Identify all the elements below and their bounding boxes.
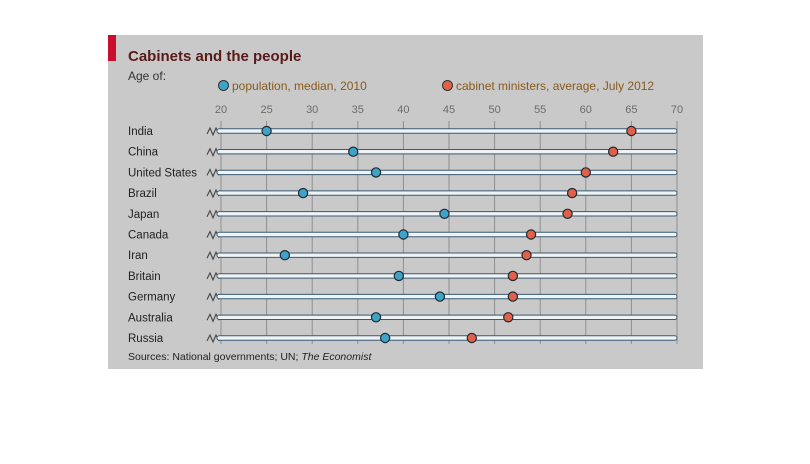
row-track-iran bbox=[216, 252, 678, 258]
row-label-russia: Russia bbox=[128, 333, 164, 345]
accent-bar bbox=[108, 35, 116, 61]
population-dot-germany bbox=[434, 291, 446, 302]
population-dot-russia bbox=[379, 332, 391, 344]
x-tick-label-35: 35 bbox=[352, 104, 364, 116]
row-label-iran: Iran bbox=[128, 250, 148, 262]
legend-label-population: population, median, 2010 bbox=[232, 79, 367, 93]
cabinet-dot-united-states bbox=[580, 167, 591, 178]
row-track-united-states bbox=[216, 169, 678, 176]
row-track-australia bbox=[216, 314, 678, 321]
row-track-britain bbox=[216, 273, 678, 279]
chart-title: Cabinets and the people bbox=[128, 48, 302, 65]
row-track-china bbox=[216, 149, 678, 155]
x-tick-label-40: 40 bbox=[397, 104, 409, 116]
cabinet-dot-brazil bbox=[566, 187, 578, 199]
x-tick-label-55: 55 bbox=[534, 104, 546, 116]
row-track-canada bbox=[216, 231, 678, 238]
population-dot-india bbox=[261, 125, 272, 137]
row-track-brazil bbox=[216, 190, 678, 196]
cabinet-dot-china bbox=[607, 146, 619, 157]
population-dot-china bbox=[348, 146, 359, 157]
x-tick-label-50: 50 bbox=[488, 104, 500, 116]
row-track-india bbox=[216, 128, 678, 134]
chart-figure: Cabinets and the people Age of: populati… bbox=[108, 35, 703, 369]
population-dot-australia bbox=[370, 312, 382, 323]
legend-swatch-population bbox=[218, 80, 229, 91]
plot-area: 20 25 30 35 40 45 50 55 60 65 70 India China United S… bbox=[128, 104, 683, 345]
chart-subtitle: Age of: bbox=[128, 69, 167, 83]
row-label-united-states: United States bbox=[128, 167, 197, 179]
population-dot-brazil bbox=[297, 187, 309, 199]
cabinet-dot-germany bbox=[507, 291, 519, 302]
cabinet-dot-russia bbox=[466, 332, 477, 344]
legend-item-cabinet: cabinet ministers, average, July 2012 bbox=[442, 79, 654, 93]
x-tick-label-30: 30 bbox=[306, 104, 318, 116]
x-tick-label-20: 20 bbox=[215, 104, 227, 116]
population-dot-britain bbox=[393, 270, 405, 282]
row-label-germany: Germany bbox=[128, 292, 176, 304]
row-label-brazil: Brazil bbox=[128, 188, 157, 200]
source-publication: The Economist bbox=[301, 351, 372, 363]
source-note: Sources: National governments; UN; The E… bbox=[128, 351, 371, 363]
row-track-germany bbox=[216, 293, 678, 300]
cabinet-dot-iran bbox=[521, 249, 532, 261]
cabinet-dot-australia bbox=[503, 312, 514, 323]
source-text: Sources: National governments; UN; bbox=[128, 351, 302, 363]
cabinet-dot-britain bbox=[507, 270, 519, 282]
row-label-china: China bbox=[128, 147, 159, 159]
legend-swatch-cabinet bbox=[442, 80, 453, 91]
row-label-india: India bbox=[128, 126, 154, 138]
legend-item-population: population, median, 2010 bbox=[218, 79, 367, 93]
row-label-canada: Canada bbox=[128, 230, 169, 242]
x-tick-label-25: 25 bbox=[260, 104, 272, 116]
cabinet-dot-canada bbox=[525, 229, 537, 240]
row-label-australia: Australia bbox=[128, 312, 173, 324]
population-dot-iran bbox=[279, 249, 291, 261]
population-dot-canada bbox=[398, 229, 409, 240]
population-dot-japan bbox=[439, 208, 450, 219]
population-dot-united-states bbox=[370, 167, 382, 178]
x-tick-label-65: 65 bbox=[625, 104, 637, 116]
x-tick-label-45: 45 bbox=[443, 104, 455, 116]
row-label-japan: Japan bbox=[128, 209, 159, 221]
legend-label-cabinet: cabinet ministers, average, July 2012 bbox=[456, 79, 655, 93]
row-track-russia bbox=[216, 335, 678, 341]
x-tick-label-70: 70 bbox=[671, 104, 683, 116]
x-tick-label-60: 60 bbox=[580, 104, 592, 116]
row-label-britain: Britain bbox=[128, 271, 161, 283]
cabinet-dot-japan bbox=[562, 208, 573, 219]
cabinet-dot-india bbox=[626, 125, 637, 137]
